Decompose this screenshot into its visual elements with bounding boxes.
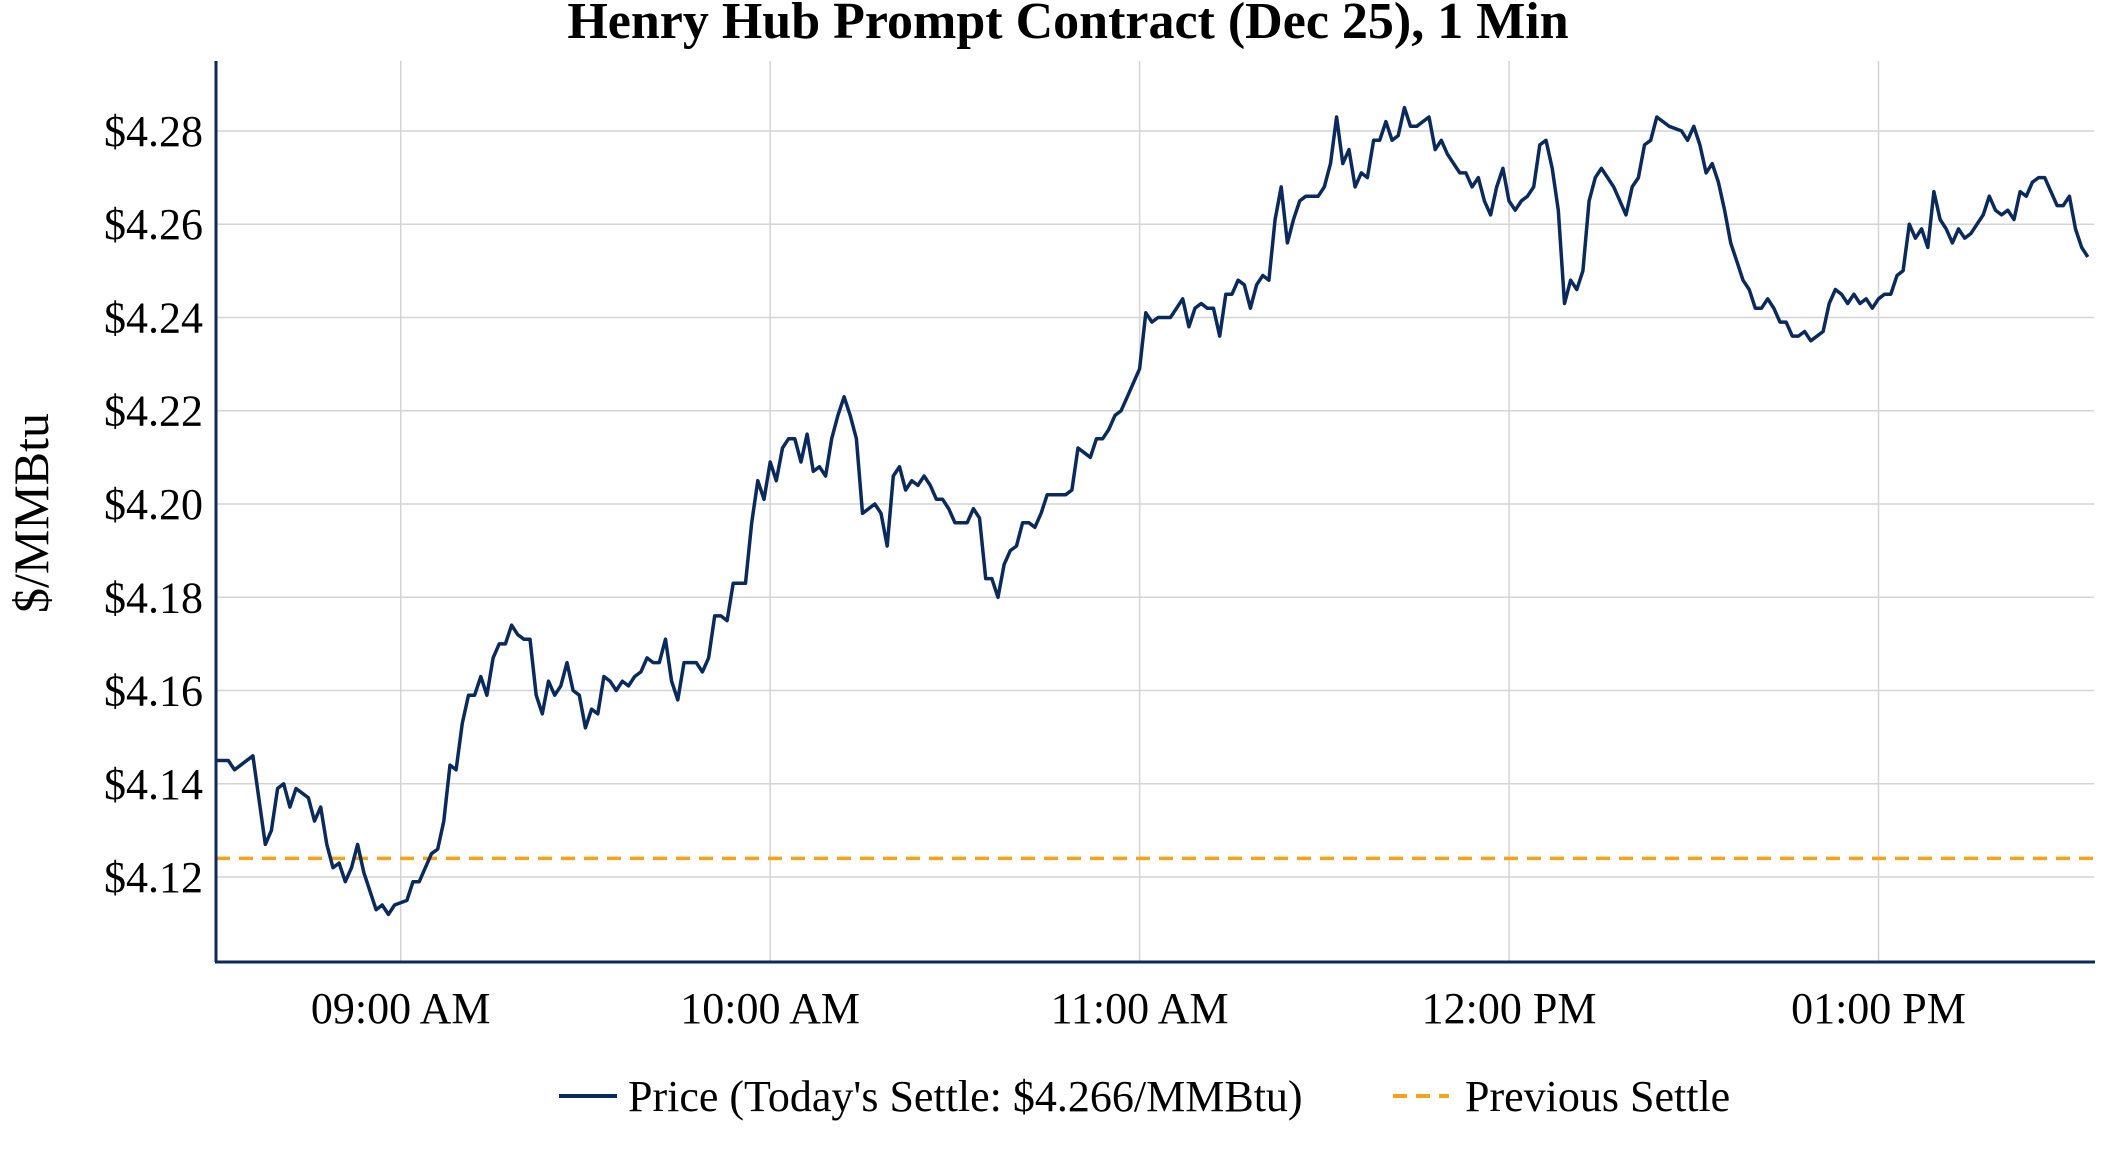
legend: Price (Today's Settle: $4.266/MMBtu) Pre… xyxy=(559,1072,1730,1121)
legend-previous-settle-label: Previous Settle xyxy=(1465,1072,1730,1121)
y-tick-label: $4.20 xyxy=(104,480,203,529)
grid xyxy=(216,61,2094,961)
y-axis-label: $/MMBtu xyxy=(3,413,59,613)
x-tick-label: 01:00 PM xyxy=(1791,984,1966,1033)
y-tick-label: $4.14 xyxy=(104,760,203,809)
x-tick-labels: 09:00 AM 10:00 AM 11:00 AM 12:00 PM 01:00 PM xyxy=(311,984,1966,1033)
plot-area xyxy=(216,105,2094,917)
x-tick-label: 09:00 AM xyxy=(311,984,491,1033)
x-tick-label: 12:00 PM xyxy=(1422,984,1597,1033)
chart-title: Henry Hub Prompt Contract (Dec 25), 1 Mi… xyxy=(567,0,1568,50)
y-tick-label: $4.28 xyxy=(104,107,203,156)
y-tick-label: $4.16 xyxy=(104,667,203,716)
y-tick-label: $4.18 xyxy=(104,573,203,622)
price-line xyxy=(216,105,2090,917)
y-tick-label: $4.26 xyxy=(104,200,203,249)
x-tick-label: 10:00 AM xyxy=(680,984,860,1033)
y-tick-label: $4.22 xyxy=(104,387,203,436)
y-tick-label: $4.24 xyxy=(104,293,203,342)
x-tick-label: 11:00 AM xyxy=(1051,984,1229,1033)
y-tick-label: $4.12 xyxy=(104,853,203,902)
legend-price-label: Price (Today's Settle: $4.266/MMBtu) xyxy=(628,1072,1303,1121)
y-tick-labels: $4.12 $4.14 $4.16 $4.18 $4.20 $4.22 $4.24 $4.26… xyxy=(104,107,203,902)
